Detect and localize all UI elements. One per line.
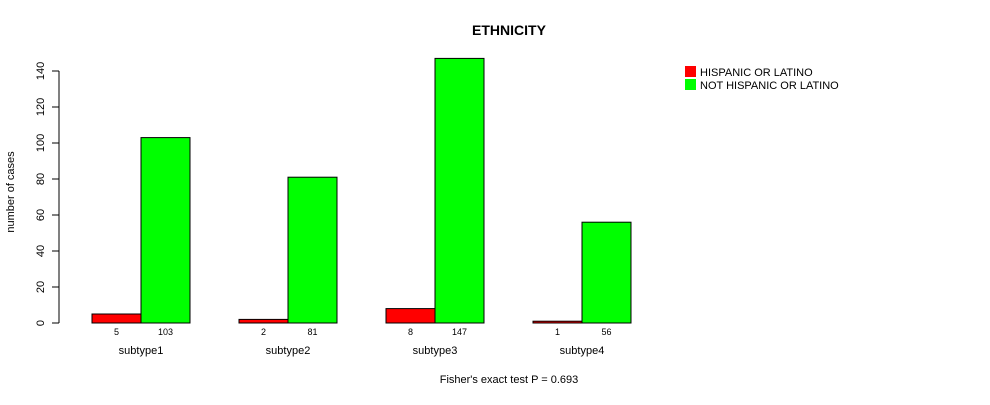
chart-title: ETHNICITY bbox=[472, 22, 547, 38]
bar-subtype1-not-hispanic-or-latino bbox=[140, 137, 191, 324]
category-label-subtype3: subtype3 bbox=[413, 345, 458, 357]
y-tick-label: 80 bbox=[35, 173, 47, 185]
bar-subtype2-hispanic-or-latino bbox=[238, 318, 289, 324]
bar-subtype4-not-hispanic-or-latino bbox=[581, 221, 632, 324]
bar-subtype3-not-hispanic-or-latino bbox=[434, 57, 485, 324]
bar-subtype4-hispanic-or-latino bbox=[532, 320, 583, 324]
y-tick-label: 120 bbox=[35, 98, 47, 116]
category-label-subtype4: subtype4 bbox=[560, 345, 605, 357]
y-tick-label: 40 bbox=[35, 245, 47, 257]
y-tick-label: 0 bbox=[35, 320, 47, 326]
bar-value-label: 5 bbox=[114, 327, 119, 337]
y-tick-label: 100 bbox=[35, 134, 47, 152]
y-axis-label: number of cases bbox=[5, 151, 17, 233]
bar-value-label: 56 bbox=[601, 327, 611, 337]
bar-value-label: 147 bbox=[452, 327, 467, 337]
bar-subtype1-hispanic-or-latino bbox=[91, 313, 142, 324]
category-labels-group: subtype1 subtype2 subtype3 subtype4 bbox=[119, 345, 605, 357]
bars-group bbox=[91, 57, 632, 324]
y-tick-label: 20 bbox=[35, 281, 47, 293]
y-tick-label: 140 bbox=[35, 62, 47, 80]
bar-value-label: 81 bbox=[307, 327, 317, 337]
bar-subtype2-not-hispanic-or-latino bbox=[287, 176, 338, 324]
bar-value-label: 103 bbox=[158, 327, 173, 337]
fisher-test-footnote: Fisher's exact test P = 0.693 bbox=[440, 374, 579, 386]
legend-swatch-not-hispanic-or-latino bbox=[685, 79, 696, 90]
data-labels-group: 5 103 2 81 8 147 1 56 bbox=[114, 327, 612, 337]
bar-value-label: 1 bbox=[555, 327, 560, 337]
y-tick-label: 60 bbox=[35, 209, 47, 221]
category-label-subtype1: subtype1 bbox=[119, 345, 164, 357]
bar-subtype3-hispanic-or-latino bbox=[385, 308, 436, 324]
bar-value-label: 8 bbox=[408, 327, 413, 337]
legend-label-hispanic-or-latino: HISPANIC OR LATINO bbox=[700, 67, 813, 79]
bar-value-label: 2 bbox=[261, 327, 266, 337]
legend-swatch-hispanic-or-latino bbox=[685, 66, 696, 77]
category-label-subtype2: subtype2 bbox=[266, 345, 311, 357]
y-axis-ticks: 0 20 40 60 80 100 120 140 bbox=[35, 62, 59, 326]
legend-label-not-hispanic-or-latino: NOT HISPANIC OR LATINO bbox=[700, 80, 839, 92]
